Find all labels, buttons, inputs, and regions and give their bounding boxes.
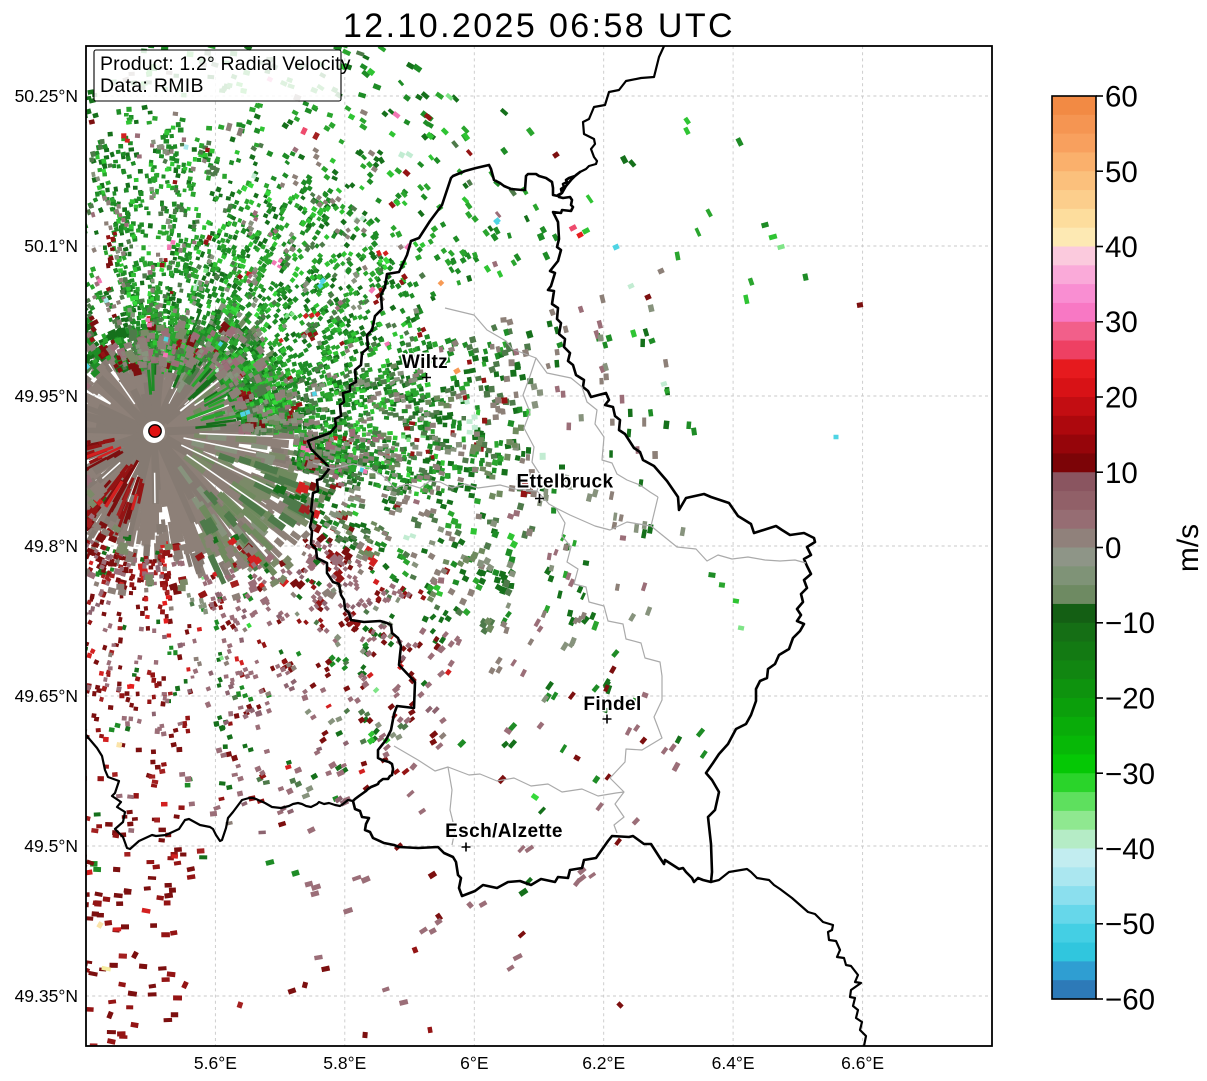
svg-text:−10: −10 [1105,607,1155,640]
svg-text:−40: −40 [1105,833,1155,866]
svg-text:Ettelbruck: Ettelbruck [517,472,614,493]
svg-text:6.2°E: 6.2°E [582,1053,625,1073]
svg-text:12.10.2025 06:58 UTC: 12.10.2025 06:58 UTC [343,7,735,45]
svg-text:6.4°E: 6.4°E [712,1053,755,1073]
svg-text:50.1°N: 50.1°N [24,236,78,256]
svg-text:5.6°E: 5.6°E [194,1053,237,1073]
svg-text:5.8°E: 5.8°E [323,1053,366,1073]
svg-text:Esch/Alzette: Esch/Alzette [445,821,563,842]
svg-text:6°E: 6°E [460,1053,488,1073]
svg-text:49.5°N: 49.5°N [24,836,78,856]
svg-text:40: 40 [1105,231,1138,264]
svg-text:m/s: m/s [1172,524,1205,572]
svg-text:50.25°N: 50.25°N [15,86,78,106]
svg-text:−60: −60 [1105,984,1155,1017]
svg-text:−50: −50 [1105,908,1155,941]
svg-text:49.95°N: 49.95°N [15,386,78,406]
svg-text:−20: −20 [1105,683,1155,716]
svg-text:20: 20 [1105,382,1138,415]
svg-text:10: 10 [1105,457,1138,490]
svg-text:Product: 1.2° Radial Velocity: Product: 1.2° Radial Velocity [100,53,351,75]
svg-text:Wiltz: Wiltz [402,352,448,373]
svg-text:−30: −30 [1105,758,1155,791]
svg-text:60: 60 [1105,81,1138,114]
svg-text:6.6°E: 6.6°E [841,1053,884,1073]
svg-text:50: 50 [1105,156,1138,189]
svg-text:0: 0 [1105,532,1121,565]
svg-text:49.8°N: 49.8°N [24,536,78,556]
svg-text:30: 30 [1105,306,1138,339]
svg-text:49.35°N: 49.35°N [15,986,78,1006]
svg-text:Findel: Findel [583,694,641,715]
svg-text:Data: RMIB: Data: RMIB [100,75,204,97]
svg-text:49.65°N: 49.65°N [15,686,78,706]
